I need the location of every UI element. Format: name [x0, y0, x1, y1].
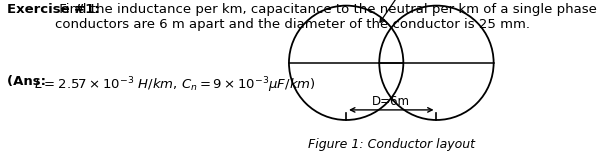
Text: (Ans:: (Ans:	[7, 75, 51, 88]
Text: D=6m: D=6m	[372, 95, 411, 108]
Text: $L = 2.57 \times 10^{-3}$ $H/km$, $C_n = 9 \times 10^{-3}\mu F/km$): $L = 2.57 \times 10^{-3}$ $H/km$, $C_n =…	[34, 75, 316, 95]
Text: Figure 1: Conductor layout: Figure 1: Conductor layout	[308, 138, 475, 151]
Text: Find the inductance per km, capacitance to the neutral per km of a single phase : Find the inductance per km, capacitance …	[55, 3, 602, 31]
Text: Exercise #1:: Exercise #1:	[7, 3, 100, 16]
Text: Dia=25mm: Dia=25mm	[379, 0, 447, 22]
